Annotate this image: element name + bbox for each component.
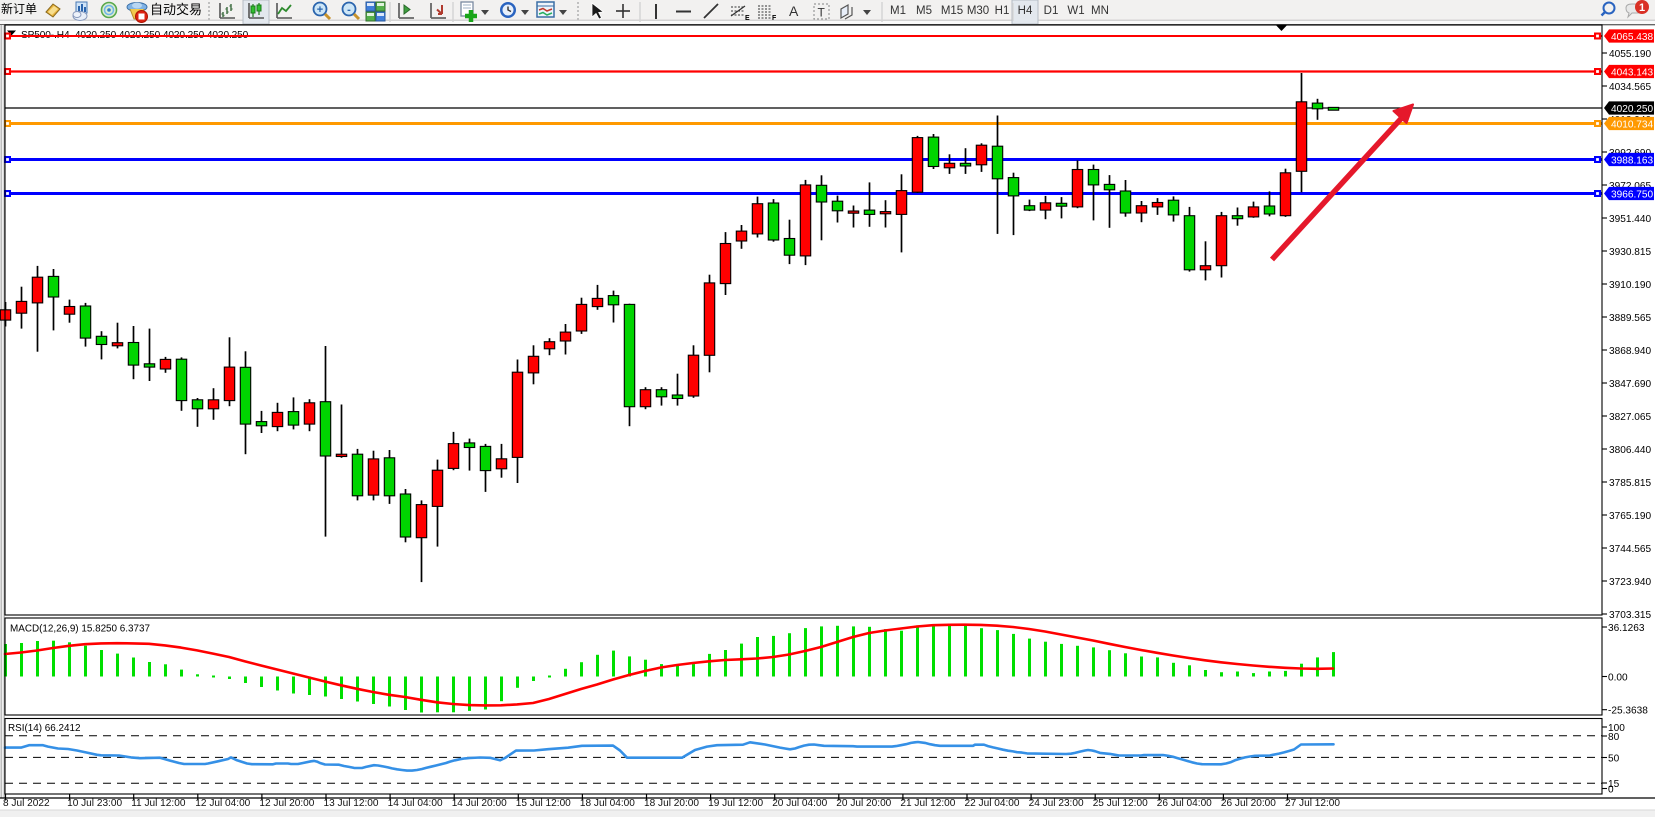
svg-text:27 Jul 12:00: 27 Jul 12:00 (1285, 798, 1340, 809)
svg-text:15 Jul 12:00: 15 Jul 12:00 (516, 798, 571, 809)
svg-text:+: + (317, 4, 323, 16)
svg-text:3785.815: 3785.815 (1609, 478, 1651, 489)
svg-text:15: 15 (1608, 779, 1620, 790)
svg-text:21 Jul 12:00: 21 Jul 12:00 (900, 798, 955, 809)
svg-text:3744.565: 3744.565 (1609, 544, 1651, 555)
svg-text:0.00: 0.00 (1608, 672, 1628, 683)
svg-text:4020.250: 4020.250 (1611, 104, 1653, 115)
svg-text:MN: MN (1091, 5, 1109, 17)
svg-text:新订单: 新订单 (1, 1, 37, 16)
svg-text:36.1263: 36.1263 (1608, 623, 1645, 634)
svg-text:3988.163: 3988.163 (1611, 155, 1653, 166)
svg-text:D1: D1 (1044, 5, 1059, 17)
svg-text:20 Jul 04:00: 20 Jul 04:00 (772, 798, 827, 809)
svg-text:W1: W1 (1067, 5, 1084, 17)
svg-text:18 Jul 04:00: 18 Jul 04:00 (580, 798, 635, 809)
svg-text:3972.065: 3972.065 (1609, 181, 1651, 192)
svg-text:A: A (789, 3, 799, 19)
svg-text:3723.940: 3723.940 (1609, 577, 1651, 588)
svg-text:11 Jul 12:00: 11 Jul 12:00 (131, 798, 186, 809)
svg-text:10 Jul 23:00: 10 Jul 23:00 (67, 798, 122, 809)
svg-text:20 Jul 20:00: 20 Jul 20:00 (836, 798, 891, 809)
svg-text:26 Jul 20:00: 26 Jul 20:00 (1221, 798, 1276, 809)
svg-text:M5: M5 (916, 5, 932, 17)
svg-text:13 Jul 12:00: 13 Jul 12:00 (324, 798, 379, 809)
svg-text:8 Jul 2022: 8 Jul 2022 (3, 798, 50, 809)
svg-text:22 Jul 04:00: 22 Jul 04:00 (965, 798, 1020, 809)
svg-text:4065.438: 4065.438 (1611, 32, 1653, 43)
svg-text:4055.190: 4055.190 (1609, 49, 1651, 60)
svg-text:25 Jul 12:00: 25 Jul 12:00 (1093, 798, 1148, 809)
svg-text:E: E (745, 15, 750, 22)
svg-text:3930.815: 3930.815 (1609, 247, 1651, 258)
svg-text:M1: M1 (890, 5, 906, 17)
svg-text:80: 80 (1608, 732, 1620, 743)
svg-text:自动交易: 自动交易 (150, 2, 202, 17)
svg-text:14 Jul 20:00: 14 Jul 20:00 (452, 798, 507, 809)
svg-text:H4: H4 (1018, 5, 1033, 17)
svg-text:26 Jul 04:00: 26 Jul 04:00 (1157, 798, 1212, 809)
svg-text:T: T (818, 6, 826, 20)
svg-text:3966.750: 3966.750 (1611, 189, 1653, 200)
svg-text:-25.3638: -25.3638 (1608, 706, 1648, 717)
svg-text:3703.315: 3703.315 (1609, 610, 1651, 621)
svg-text:3868.940: 3868.940 (1609, 346, 1651, 357)
svg-text:H1: H1 (995, 5, 1010, 17)
svg-text:12 Jul 20:00: 12 Jul 20:00 (259, 798, 314, 809)
svg-text:24 Jul 23:00: 24 Jul 23:00 (1029, 798, 1084, 809)
svg-text:3827.065: 3827.065 (1609, 412, 1651, 423)
svg-text:3847.690: 3847.690 (1609, 379, 1651, 390)
svg-text:M15: M15 (941, 5, 963, 17)
svg-text:-: - (347, 4, 351, 16)
svg-text:4010.734: 4010.734 (1611, 119, 1653, 130)
svg-text:RSI(14) 66.2412: RSI(14) 66.2412 (8, 723, 80, 734)
svg-text:0: 0 (1608, 784, 1614, 795)
svg-text:50: 50 (1608, 753, 1620, 764)
svg-text:MACD(12,26,9) 15.8250 6.3737: MACD(12,26,9) 15.8250 6.3737 (10, 624, 150, 635)
svg-text:3951.440: 3951.440 (1609, 214, 1651, 225)
svg-text:3806.440: 3806.440 (1609, 445, 1651, 456)
svg-text:M30: M30 (967, 5, 989, 17)
svg-text:14 Jul 04:00: 14 Jul 04:00 (388, 798, 443, 809)
svg-text:3889.565: 3889.565 (1609, 313, 1651, 324)
svg-text:12 Jul 04:00: 12 Jul 04:00 (195, 798, 250, 809)
svg-text:3765.190: 3765.190 (1609, 511, 1651, 522)
svg-text:18 Jul 20:00: 18 Jul 20:00 (644, 798, 699, 809)
svg-text:4043.143: 4043.143 (1611, 67, 1653, 78)
svg-text:19 Jul 12:00: 19 Jul 12:00 (708, 798, 763, 809)
svg-text:100: 100 (1608, 723, 1625, 734)
svg-text:1: 1 (1639, 2, 1645, 14)
svg-text:3910.190: 3910.190 (1609, 280, 1651, 291)
svg-text:4034.565: 4034.565 (1609, 82, 1651, 93)
svg-text:F: F (772, 15, 777, 22)
